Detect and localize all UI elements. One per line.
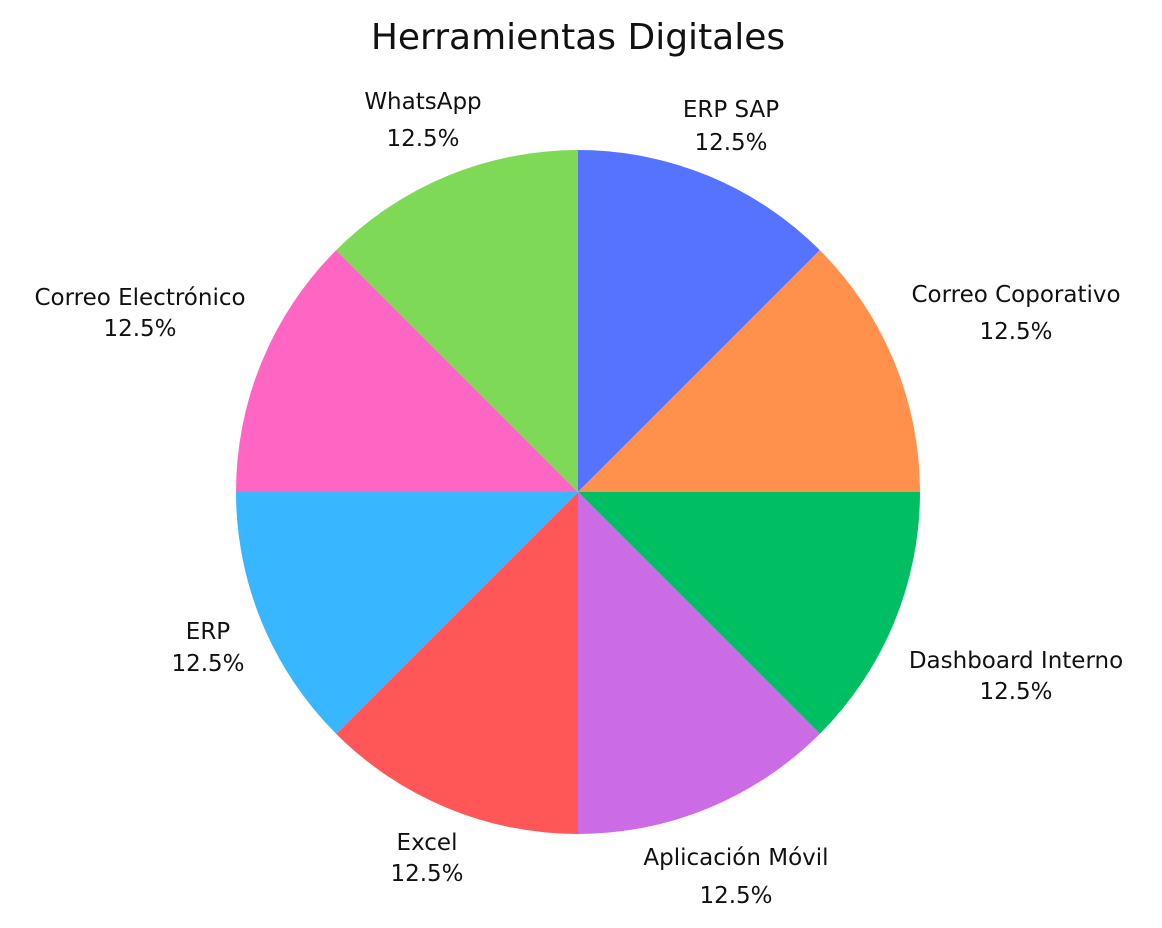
labels-layer: ERP SAP 12.5% Correo Coporativo 12.5% Dashbo…	[34, 89, 1123, 909]
slices-layer	[236, 150, 920, 835]
pie-slice-5	[336, 492, 578, 834]
slice-label-6: ERP	[186, 619, 231, 645]
pie-slice-7	[236, 250, 578, 492]
slice-percent-2: 12.5%	[979, 319, 1052, 345]
slice-label-5: Excel	[397, 830, 458, 856]
chart-title: Herramientas Digitales	[371, 17, 785, 58]
slice-label-4: Aplicación Móvil	[643, 845, 828, 871]
slice-label-1: ERP SAP	[683, 97, 779, 123]
pie-slice-3	[578, 492, 920, 734]
slice-label-8: WhatsApp	[364, 89, 481, 115]
slice-percent-3: 12.5%	[979, 679, 1052, 705]
pie-slice-6	[236, 492, 578, 734]
slice-percent-8: 12.5%	[386, 126, 459, 152]
pie-slice-8	[336, 150, 578, 492]
slice-label-3: Dashboard Interno	[909, 648, 1123, 674]
slice-label-7: Correo Electrónico	[34, 285, 245, 311]
slice-percent-4: 12.5%	[699, 883, 772, 909]
slice-percent-6: 12.5%	[171, 651, 244, 677]
slice-percent-5: 12.5%	[390, 861, 463, 887]
slice-percent-1: 12.5%	[694, 130, 767, 156]
slice-label-2: Correo Coporativo	[911, 282, 1120, 308]
slice-percent-7: 12.5%	[103, 316, 176, 342]
pie-slice-2	[578, 250, 920, 492]
pie-slice-4	[578, 492, 820, 835]
pie-slice-1	[578, 150, 820, 492]
